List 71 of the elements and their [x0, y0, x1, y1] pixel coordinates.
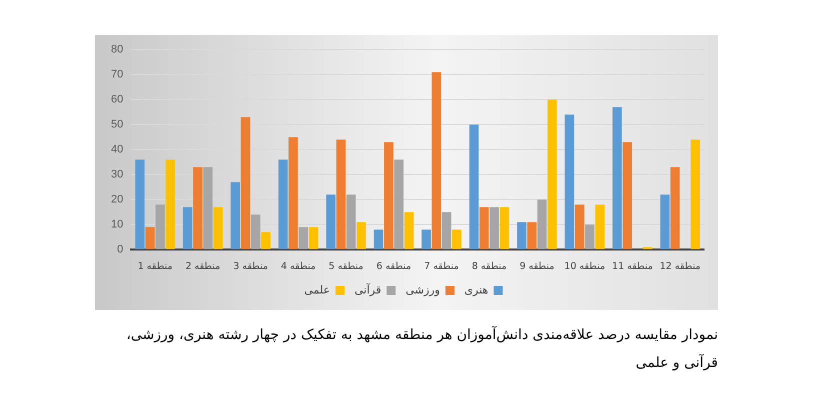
- bar: [660, 194, 670, 250]
- bar: [374, 230, 384, 250]
- bar: [250, 214, 260, 250]
- bar: [156, 204, 165, 250]
- x-tick-label: منطقه 3: [233, 260, 268, 272]
- bar: [622, 142, 632, 250]
- bar: [442, 212, 452, 250]
- bar: [203, 167, 213, 250]
- bar: [308, 227, 318, 250]
- bar: [145, 227, 155, 250]
- y-tick-label: 20: [110, 194, 124, 206]
- legend-label: هنری: [464, 283, 488, 296]
- bar: [336, 140, 346, 250]
- bar: [166, 160, 175, 250]
- bar: [670, 167, 680, 250]
- legend-label: قرآنی: [354, 282, 382, 296]
- bar: [432, 72, 442, 250]
- x-tick-label: منطقه 10: [564, 260, 606, 272]
- bar: [490, 207, 499, 250]
- text: نمودار مقایسه درصد علاقه‌مندی دانش‌آموزان هر منطقه مشهد به تفکیک در چهار رشته هنری، ورزشی، قرآنی و علمی: [125, 325, 718, 373]
- x-tick-label: منطقه 9: [520, 260, 554, 272]
- x-tick-label: منطقه 5: [328, 260, 364, 272]
- y-tick-label: 70: [110, 68, 124, 81]
- bar: [527, 222, 537, 250]
- bar: [585, 224, 594, 250]
- x-tick-label: منطقه 1: [138, 260, 172, 272]
- bar: [356, 222, 366, 250]
- bar: [574, 204, 584, 250]
- bar: [346, 194, 356, 250]
- bar: [537, 200, 547, 250]
- bar: [517, 222, 526, 250]
- y-tick-label: 60: [110, 94, 124, 106]
- bar: [479, 207, 489, 250]
- y-tick-label: 0: [117, 244, 124, 256]
- bar: [298, 227, 308, 250]
- bar: [547, 100, 557, 250]
- bar: [452, 230, 462, 250]
- y-tick-label: 50: [110, 118, 124, 131]
- bar: [469, 124, 479, 250]
- x-tick-label: منطقه 12: [660, 260, 701, 272]
- legend-label: ورزشی: [406, 283, 440, 296]
- x-tick-label: منطقه 2: [185, 260, 220, 272]
- bar: [394, 160, 404, 250]
- x-tick-label: منطقه 4: [280, 260, 316, 272]
- bar: [182, 207, 192, 250]
- bar: [240, 117, 250, 250]
- x-tick-label: منطقه 8: [472, 260, 507, 272]
- y-tick-label: 80: [110, 44, 124, 56]
- bar: [384, 142, 394, 250]
- bar: [612, 107, 622, 250]
- bar: [135, 160, 145, 250]
- x-tick-label: منطقه 11: [612, 260, 653, 272]
- bar: [500, 207, 510, 250]
- y-tick-label: 10: [110, 218, 124, 231]
- bar: [404, 212, 414, 250]
- y-tick-label: 30: [110, 168, 124, 181]
- y-tick-label: 40: [110, 144, 124, 156]
- bar: [213, 207, 223, 250]
- bar: [193, 167, 202, 250]
- bar: [690, 140, 700, 250]
- bar: [261, 232, 270, 250]
- bar: [595, 204, 605, 250]
- bar: [564, 114, 574, 250]
- bar: [288, 137, 298, 250]
- bar: [326, 194, 336, 250]
- bar: [422, 230, 431, 250]
- bar: [230, 182, 240, 250]
- x-tick-label: منطقه 7: [424, 260, 459, 272]
- bar: [278, 160, 288, 250]
- legend-label: علمی: [304, 283, 330, 296]
- x-tick-label: منطقه 6: [376, 260, 412, 272]
